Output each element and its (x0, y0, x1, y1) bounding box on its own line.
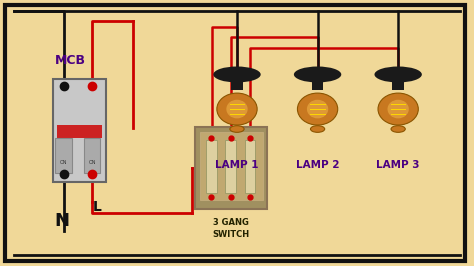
Ellipse shape (217, 93, 257, 125)
Text: N: N (54, 212, 69, 230)
Bar (84, 138, 100, 173)
Bar (312, 80, 323, 90)
Ellipse shape (298, 93, 337, 125)
Text: LAMP 2: LAMP 2 (296, 160, 339, 170)
Ellipse shape (387, 100, 409, 118)
Text: 3 GANG
SWITCH: 3 GANG SWITCH (212, 218, 250, 239)
Ellipse shape (310, 126, 325, 132)
Ellipse shape (227, 100, 247, 118)
Text: LAMP 3: LAMP 3 (376, 160, 420, 170)
Bar (206, 140, 217, 193)
Bar (57, 125, 102, 138)
Bar (55, 138, 72, 173)
Bar (245, 140, 255, 193)
FancyBboxPatch shape (195, 127, 267, 209)
Ellipse shape (230, 126, 244, 132)
Text: ON: ON (60, 160, 68, 165)
Bar (392, 80, 404, 90)
Text: MCB: MCB (55, 53, 85, 66)
FancyBboxPatch shape (53, 79, 106, 182)
Ellipse shape (307, 100, 328, 118)
Bar (231, 80, 243, 90)
Text: ON: ON (89, 160, 96, 165)
Bar (226, 140, 236, 193)
Ellipse shape (374, 66, 422, 82)
FancyBboxPatch shape (200, 132, 263, 200)
Ellipse shape (378, 93, 418, 125)
Ellipse shape (391, 126, 405, 132)
Ellipse shape (213, 66, 261, 82)
Ellipse shape (294, 66, 341, 82)
Text: LAMP 1: LAMP 1 (215, 160, 259, 170)
Text: L: L (93, 201, 101, 214)
